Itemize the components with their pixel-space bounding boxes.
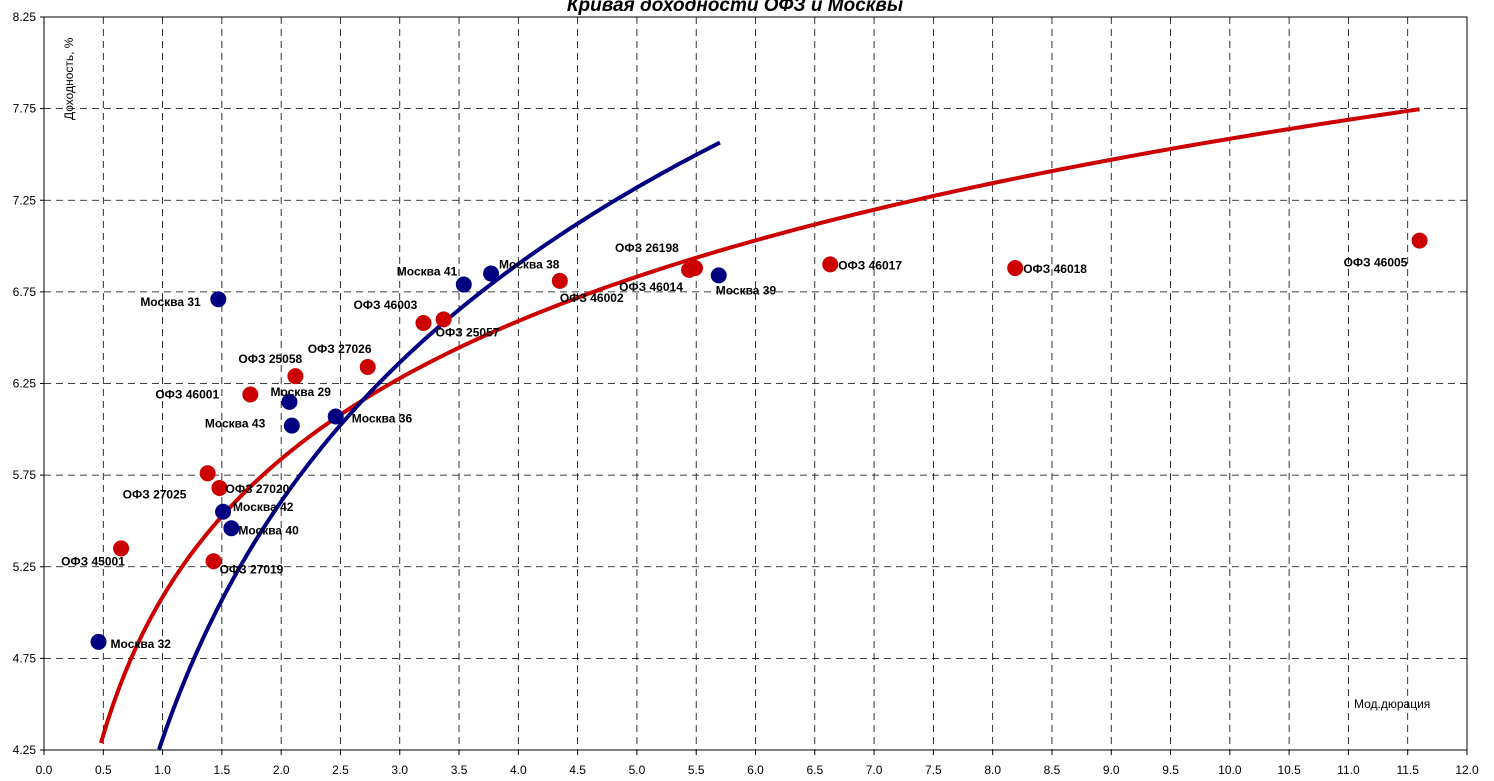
x-tick-label: 4.5	[569, 763, 586, 777]
x-tick-label: 10.5	[1277, 763, 1301, 777]
chart-title: Кривая доходности ОФЗ и Москвы	[567, 0, 903, 16]
y-tick-label: 4.75	[13, 651, 37, 665]
point-label: Москва 40	[238, 523, 299, 537]
point-label: ОФЗ 45001	[61, 554, 125, 568]
x-tick-label: 8.0	[984, 763, 1001, 777]
x-axis-label: Мод.дюрация	[1354, 697, 1430, 711]
x-tick-label: 3.5	[451, 763, 468, 777]
point-label: ОФЗ 27019	[220, 562, 284, 576]
y-tick-label: 5.25	[13, 560, 37, 574]
x-axis-ticks: 0.0 0.5 1.0 1.5 2.0 2.5 3.0 3.5 4.0 4.5 5.0 5.5 6.0 6…	[36, 750, 1479, 777]
point-label: Москва 29	[270, 385, 331, 399]
trend-curve-ofz	[99, 107, 1420, 744]
x-tick-label: 9.0	[1103, 763, 1120, 777]
y-tick-label: 6.75	[13, 285, 37, 299]
x-tick-label: 6.0	[747, 763, 764, 777]
point-labels: ОФЗ 45001 ОФЗ 27019 ОФЗ 27025 ОФЗ 27020 ОФЗ …	[61, 241, 1408, 651]
point-ofz	[435, 311, 452, 328]
point-ofz	[415, 315, 432, 332]
y-tick-label: 7.75	[13, 102, 37, 116]
x-tick-label: 1.5	[214, 763, 231, 777]
point-label: ОФЗ 46001	[155, 387, 219, 401]
x-tick-label: 11.5	[1396, 763, 1419, 777]
y-tick-label: 7.25	[13, 193, 37, 207]
x-tick-label: 5.0	[629, 763, 646, 777]
point-ofz	[822, 256, 839, 273]
point-label: Москва 38	[499, 258, 560, 272]
point-moscow	[210, 291, 227, 308]
x-tick-label: 7.5	[925, 763, 942, 777]
point-label: ОФЗ 46018	[1023, 262, 1087, 276]
point-label: Москва 39	[716, 283, 777, 297]
point-label: ОФЗ 27020	[226, 482, 290, 496]
point-moscow	[281, 393, 298, 410]
point-label: Москва 31	[140, 295, 201, 309]
point-label: ОФЗ 46014	[619, 280, 683, 294]
x-tick-label: 3.0	[391, 763, 408, 777]
point-label: ОФЗ 26198	[615, 241, 679, 255]
point-ofz	[287, 368, 304, 385]
x-tick-label: 5.5	[688, 763, 705, 777]
x-tick-label: 11.0	[1337, 763, 1360, 777]
x-tick-label: 2.0	[273, 763, 290, 777]
y-tick-label: 6.25	[13, 377, 37, 391]
x-tick-label: 4.0	[510, 763, 527, 777]
point-moscow	[455, 276, 472, 293]
point-ofz	[205, 553, 222, 570]
x-tick-label: 6.5	[806, 763, 823, 777]
point-label: Москва 36	[352, 411, 413, 425]
point-moscow	[710, 267, 727, 284]
x-tick-label: 10.0	[1218, 763, 1242, 777]
x-tick-label: 1.0	[154, 763, 171, 777]
point-moscow	[327, 408, 344, 425]
point-label: Москва 32	[111, 637, 172, 651]
point-label: ОФЗ 46017	[838, 258, 902, 272]
point-moscow	[90, 633, 107, 650]
point-label: ОФЗ 25057	[436, 325, 500, 339]
x-tick-label: 9.5	[1162, 763, 1179, 777]
point-label: Москва 43	[205, 417, 266, 431]
trend-curves	[99, 107, 1420, 751]
point-label: ОФЗ 25058	[238, 352, 302, 366]
point-moscow	[215, 503, 232, 520]
point-moscow	[283, 417, 300, 434]
point-label: ОФЗ 46002	[560, 291, 624, 305]
point-ofz	[242, 386, 259, 403]
point-label: ОФЗ 46005	[1344, 256, 1408, 270]
x-tick-label: 2.5	[332, 763, 349, 777]
y-tick-label: 4.25	[13, 743, 37, 757]
point-moscow	[223, 520, 240, 537]
point-label: ОФЗ 27026	[308, 342, 372, 356]
point-ofz	[681, 261, 698, 278]
data-points	[90, 232, 1428, 650]
point-label: ОФЗ 46003	[353, 298, 417, 312]
trend-curve-moscow	[157, 140, 721, 751]
y-axis-label: Доходность, %	[62, 37, 76, 120]
y-tick-label: 8.25	[13, 10, 37, 24]
x-tick-label: 0.5	[95, 763, 112, 777]
x-tick-label: 8.5	[1044, 763, 1061, 777]
y-axis-ticks: 4.25 4.75 5.25 5.75 6.25 6.75 7.25 7.75 8.25	[13, 10, 44, 757]
point-ofz	[113, 540, 130, 557]
point-ofz	[1007, 260, 1024, 277]
point-ofz	[551, 272, 568, 289]
point-ofz	[211, 479, 228, 496]
point-label: Москва 42	[233, 500, 294, 514]
point-label: ОФЗ 27025	[123, 487, 187, 501]
x-tick-label: 12.0	[1455, 763, 1479, 777]
point-ofz	[1411, 232, 1428, 249]
point-label: Москва 41	[397, 265, 458, 279]
point-ofz	[359, 359, 376, 376]
y-tick-label: 5.75	[13, 468, 37, 482]
point-ofz	[199, 465, 216, 482]
point-moscow	[483, 265, 500, 282]
x-tick-label: 7.0	[866, 763, 883, 777]
x-tick-label: 0.0	[36, 763, 53, 777]
